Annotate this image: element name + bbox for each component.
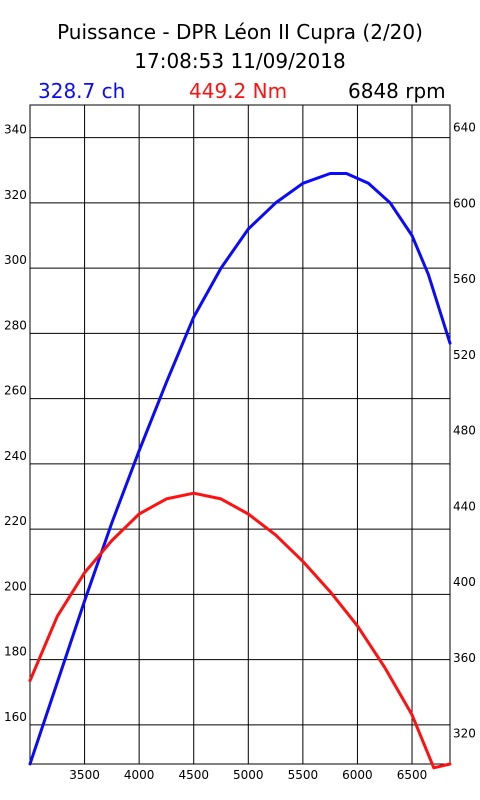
- y-right-tick-label: 520: [453, 348, 476, 362]
- y-right-tick-label: 600: [453, 196, 476, 210]
- chart-tick-labels: 3500 4000 4500 5000 5500 6000 6500 160 180 200 220…: [4, 121, 476, 782]
- y-right-tick-label: 480: [453, 424, 476, 438]
- y-right-tick-label: 320: [453, 727, 476, 741]
- x-tick-label: 4500: [178, 768, 209, 782]
- y-left-tick-label: 180: [4, 645, 27, 659]
- torque-series-line: [28, 491, 452, 770]
- x-tick-label: 5500: [288, 768, 319, 782]
- chart-series: [28, 172, 452, 770]
- power-readout: 328.7 ch: [38, 79, 126, 103]
- y-left-tick-label: 240: [4, 449, 27, 463]
- y-right-tick-label: 560: [453, 272, 476, 286]
- y-left-tick-label: 200: [4, 579, 27, 593]
- y-left-tick-label: 280: [4, 318, 27, 332]
- y-left-tick-label: 300: [4, 253, 27, 267]
- y-right-tick-label: 440: [453, 499, 476, 513]
- y-left-tick-label: 260: [4, 384, 27, 398]
- y-right-tick-label: 400: [453, 575, 476, 589]
- y-right-tick-label: 360: [453, 651, 476, 665]
- torque-readout: 449.2 Nm: [189, 79, 288, 103]
- rpm-readout: 6848 rpm: [348, 79, 446, 103]
- power-series-line: [28, 172, 452, 766]
- x-tick-label: 6000: [342, 768, 373, 782]
- y-left-tick-label: 340: [4, 123, 27, 137]
- y-left-tick-label: 160: [4, 710, 27, 724]
- y-left-tick-label: 320: [4, 188, 27, 202]
- x-tick-label: 5000: [233, 768, 264, 782]
- y-left-tick-label: 220: [4, 514, 27, 528]
- y-right-tick-label: 640: [453, 121, 476, 135]
- chart-grid: [29, 104, 451, 765]
- x-tick-label: 4000: [124, 768, 155, 782]
- chart-title: Puissance - DPR Léon II Cupra (2/20): [57, 20, 423, 44]
- plot-frame: [29, 104, 451, 765]
- chart-datetime: 17:08:53 11/09/2018: [134, 49, 346, 73]
- x-tick-label: 3500: [69, 768, 100, 782]
- x-tick-label: 6500: [397, 768, 428, 782]
